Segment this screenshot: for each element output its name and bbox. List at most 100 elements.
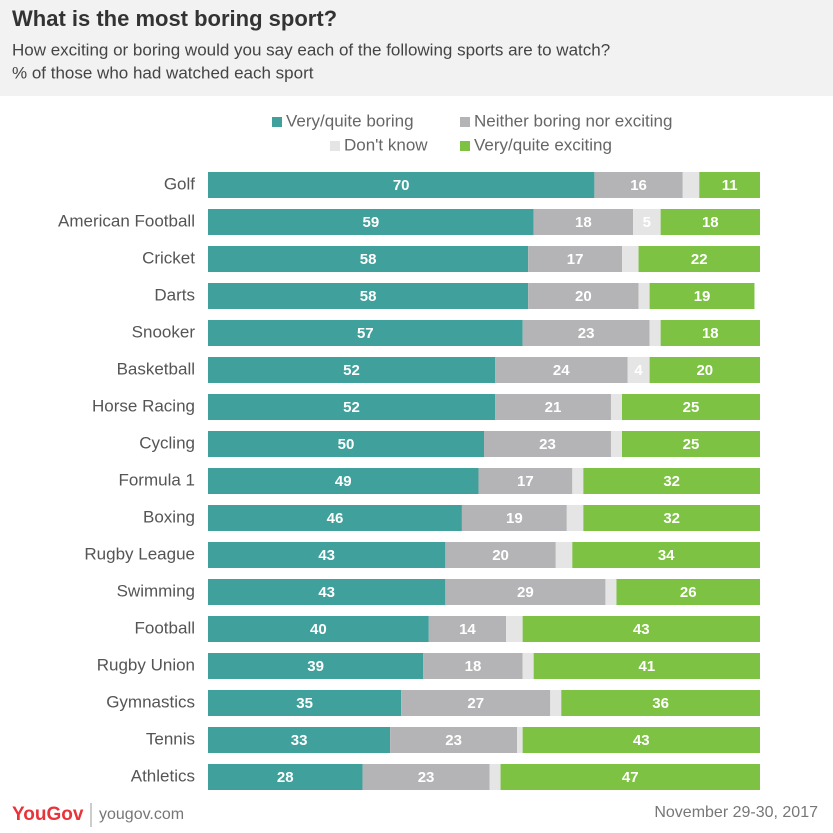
bar-segment <box>583 505 760 531</box>
bar-segment <box>533 209 634 235</box>
bar-segment <box>208 357 496 383</box>
bar-segment <box>699 172 760 198</box>
bar-segment <box>682 172 700 198</box>
bar-segment <box>572 542 760 568</box>
value-label: 25 <box>683 436 700 453</box>
value-label: 16 <box>630 177 647 194</box>
bar-segment <box>555 542 573 568</box>
value-label: 57 <box>357 325 374 342</box>
legend-label: Neither boring nor exciting <box>474 111 672 130</box>
value-label: 21 <box>545 399 562 416</box>
value-label: 70 <box>393 177 410 194</box>
bar-segment <box>506 616 523 642</box>
bar-segment <box>649 283 755 309</box>
bar-segment <box>208 505 462 531</box>
bar-segment <box>208 246 529 272</box>
chart-subtitle: How exciting or boring would you say eac… <box>12 40 610 59</box>
bar-segment <box>622 394 760 420</box>
value-label: 23 <box>418 769 435 786</box>
value-label: 36 <box>652 695 669 712</box>
bar-segment <box>638 246 760 272</box>
bar-segment <box>208 431 484 457</box>
bar-segment <box>583 468 760 494</box>
value-label: 11 <box>722 177 738 194</box>
value-label: 4 <box>634 362 643 379</box>
bar-segment <box>401 690 551 716</box>
bar-segment <box>610 394 622 420</box>
bar-segment <box>522 653 534 679</box>
value-label: 18 <box>575 214 592 231</box>
value-label: 23 <box>445 732 462 749</box>
category-label: Darts <box>154 285 195 304</box>
value-label: 35 <box>296 695 313 712</box>
value-label: 39 <box>307 658 324 675</box>
legend-label: Don't know <box>344 135 428 154</box>
value-label: 32 <box>663 473 680 490</box>
bar-segment <box>533 653 760 679</box>
category-label: Cycling <box>139 433 195 452</box>
bar-segment <box>208 727 391 753</box>
bar-segment <box>622 246 639 272</box>
category-label: Horse Racing <box>92 396 195 415</box>
category-label: Cricket <box>142 248 195 267</box>
bar-segment <box>566 505 584 531</box>
bar-segment <box>208 172 595 198</box>
bar-segment <box>208 653 424 679</box>
category-label: Football <box>135 618 195 637</box>
category-label: Swimming <box>117 581 195 600</box>
bar-segment <box>423 653 523 679</box>
value-label: 17 <box>567 251 584 268</box>
bar-segment <box>208 764 363 790</box>
bar-segment <box>610 431 622 457</box>
bar-segment <box>616 579 760 605</box>
bar-segment <box>461 505 567 531</box>
chart-note: % of those who had watched each sport <box>12 63 314 82</box>
category-label: Formula 1 <box>118 470 195 489</box>
value-label: 43 <box>318 584 335 601</box>
bar-segment <box>572 468 584 494</box>
bar-segment <box>638 283 650 309</box>
bar-segment <box>522 616 760 642</box>
category-label: American Football <box>58 211 195 230</box>
category-label: Golf <box>164 174 195 193</box>
value-label: 41 <box>638 658 655 675</box>
bar-segment <box>522 320 650 346</box>
bar-segment <box>660 320 760 346</box>
legend-swatch <box>460 117 470 127</box>
value-label: 46 <box>327 510 344 527</box>
value-label: 23 <box>578 325 595 342</box>
value-label: 23 <box>539 436 556 453</box>
legend-swatch <box>460 141 470 151</box>
bar-segment <box>428 616 507 642</box>
bar-segment <box>528 283 639 309</box>
value-label: 14 <box>459 621 476 638</box>
bar-segment <box>627 357 650 383</box>
value-label: 47 <box>622 769 639 786</box>
bar-segment <box>517 727 523 753</box>
bar-segment <box>528 246 622 272</box>
logo: YouGov <box>12 804 84 825</box>
bar-segment <box>649 357 760 383</box>
bar-segment <box>478 468 573 494</box>
value-label: 50 <box>338 436 355 453</box>
value-label: 43 <box>633 732 650 749</box>
value-label: 22 <box>691 251 708 268</box>
value-label: 29 <box>517 584 534 601</box>
value-label: 43 <box>633 621 650 638</box>
value-label: 24 <box>553 362 570 379</box>
bar-segment <box>622 431 760 457</box>
value-label: 20 <box>575 288 592 305</box>
value-label: 20 <box>492 547 509 564</box>
value-label: 32 <box>663 510 680 527</box>
bar-segment <box>208 468 479 494</box>
bar-segment <box>484 431 611 457</box>
value-label: 59 <box>362 214 379 231</box>
legend-swatch <box>272 117 282 127</box>
category-label: Snooker <box>132 322 196 341</box>
bar-segment <box>649 320 661 346</box>
value-label: 58 <box>360 288 377 305</box>
value-label: 34 <box>658 547 675 564</box>
category-label: Rugby Union <box>97 655 195 674</box>
value-label: 40 <box>310 621 327 638</box>
